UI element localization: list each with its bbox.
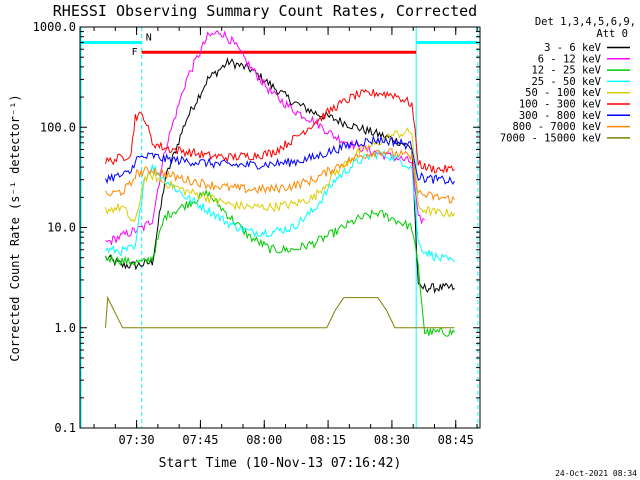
y-tick-label-4: 1000.0	[33, 20, 76, 34]
x-tick-label-0: 07:30	[119, 433, 155, 447]
series-line-3	[105, 149, 455, 263]
series-line-8	[105, 295, 455, 329]
series-line-7	[105, 148, 455, 204]
series-line-6	[105, 134, 455, 186]
x-tick-label-5: 08:45	[438, 433, 474, 447]
x-tick-label-2: 08:00	[246, 433, 282, 447]
x-axis-label: Start Time (10-Nov-13 07:16:42)	[159, 456, 402, 471]
y-tick-label-0: 0.1	[54, 421, 76, 435]
y-tick-label-1: 1.0	[54, 321, 76, 335]
series-line-5	[105, 88, 455, 174]
flare-label: F	[132, 47, 138, 58]
legend-label-7: 800 - 7000 keV	[512, 121, 601, 133]
legend-label-3: 25 - 50 keV	[531, 76, 601, 88]
legend-label-4: 50 - 100 keV	[525, 87, 602, 99]
x-tick-label-4: 08:30	[374, 433, 410, 447]
legend-label-8: 7000 - 15000 keV	[500, 132, 602, 144]
series-line-1	[105, 30, 425, 246]
series-line-4	[105, 127, 455, 223]
chart-title: RHESSI Observing Summary Count Rates, Co…	[53, 2, 477, 20]
legend-label-6: 300 - 800 keV	[519, 110, 602, 122]
series-line-2	[105, 188, 455, 337]
legend-label-2: 12 - 25 keV	[531, 65, 601, 77]
legend-header-attenuator: Att 0	[596, 28, 628, 40]
night-label: N	[146, 33, 152, 44]
legend-label-1: 6 - 12 keV	[538, 53, 602, 65]
y-axis-label: Corrected Count Rate (s⁻¹ detector⁻¹)	[8, 94, 22, 361]
timestamp: 24-Oct-2021 08:34	[555, 469, 637, 478]
series-line-0	[105, 56, 455, 294]
x-tick-label-3: 08:15	[310, 433, 346, 447]
x-tick-label-1: 07:45	[182, 433, 218, 447]
y-tick-label-3: 100.0	[40, 120, 76, 134]
legend-label-5: 100 - 300 keV	[519, 99, 602, 111]
axes: 0.1 1.0 10.0 100.0 1000.0 07:30 07:45 08:00 08:1…	[33, 20, 481, 447]
legend-header-detectors: Det 1,3,4,5,6,9,	[535, 16, 636, 28]
legend-label-0: 3 - 6 keV	[544, 42, 602, 54]
y-tick-label-2: 10.0	[47, 221, 76, 235]
